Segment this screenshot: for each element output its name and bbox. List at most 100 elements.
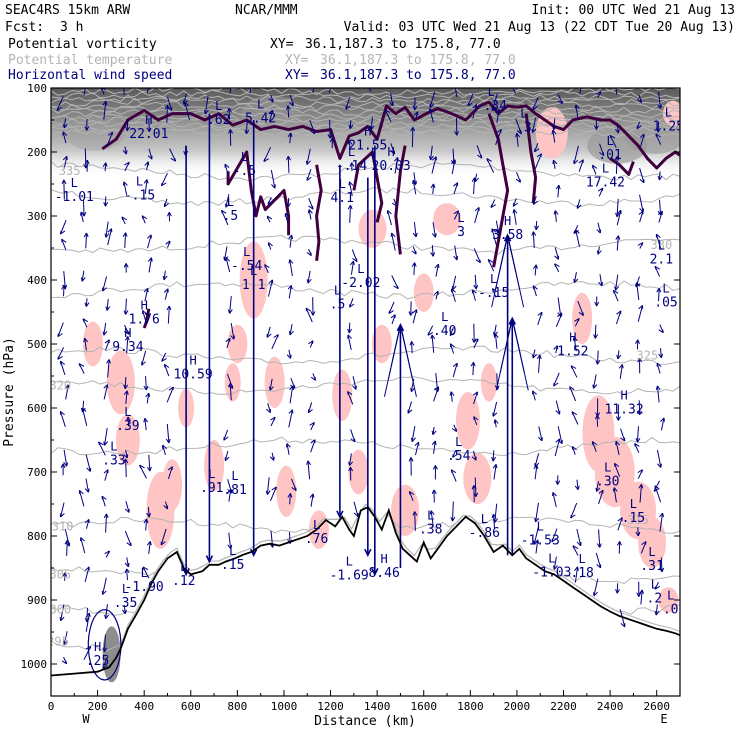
legend-pv-xy-value: 36.1,187.3 to 175.8, 77.0 — [305, 37, 501, 52]
wind-vector — [164, 289, 168, 300]
pv-extremum-type: L — [339, 177, 346, 191]
pv-extremum-type: L — [441, 310, 448, 324]
wind-vector — [413, 222, 417, 237]
wind-vector-head — [128, 563, 129, 567]
wind-vector — [532, 232, 536, 248]
pv-extremum-type: L — [208, 467, 215, 481]
pv-extremum-value: -1.69 — [330, 569, 369, 584]
wind-vector — [82, 408, 87, 426]
theta-contour-label: 310 — [52, 519, 74, 533]
x-tick-label: 1400 — [364, 700, 391, 713]
theta-contour-label: 325 — [637, 349, 659, 363]
pv-extremum-type: L — [667, 589, 674, 603]
pv-extremum-value: .33 — [102, 453, 125, 468]
wind-vector — [474, 248, 480, 262]
wind-vector-head — [561, 313, 562, 316]
wind-vector — [597, 223, 601, 233]
wind-vector — [573, 546, 578, 556]
pv-extremum-type: L — [648, 545, 655, 559]
pv-extremum-value: .3 — [516, 121, 532, 136]
pv-extremum-type: L — [357, 262, 364, 276]
wind-vector — [289, 324, 293, 335]
wind-vector-head — [147, 179, 148, 183]
wind-vector — [639, 211, 643, 222]
wind-vector-head — [663, 513, 664, 517]
wind-vector — [162, 353, 167, 361]
wind-vector-shaft — [473, 362, 474, 375]
wind-vector — [84, 233, 88, 248]
wind-vector — [655, 486, 661, 502]
wind-vector — [307, 271, 311, 283]
wind-vector-shaft — [85, 149, 86, 169]
wind-vector — [391, 233, 395, 250]
wind-vector — [124, 298, 128, 314]
wind-vector — [494, 334, 498, 349]
wind-vector-head — [292, 235, 293, 239]
pv-extremum-type: L — [602, 162, 609, 176]
pv-extremum-type: L — [180, 560, 187, 574]
wind-vector — [79, 490, 84, 506]
theta-contour-label: 295 — [47, 635, 69, 649]
wind-vector — [86, 454, 90, 471]
wind-vector — [596, 351, 600, 365]
wind-vector — [352, 249, 357, 261]
pv-extremum-type: L — [651, 578, 658, 592]
pv-extremum-value: .91 — [200, 481, 223, 496]
wind-vector — [575, 480, 579, 490]
wind-vector — [597, 247, 601, 255]
wind-vector-shaft — [126, 298, 127, 314]
wind-vector — [413, 309, 417, 323]
wind-vector-shaft — [106, 514, 107, 533]
wind-vector-shaft — [412, 341, 413, 353]
wind-vector-shaft — [452, 501, 453, 521]
wind-vector-head — [291, 355, 292, 359]
wind-vector — [613, 290, 618, 301]
pv-extremum-value: 20.03 — [372, 159, 411, 174]
wind-vector — [307, 249, 312, 256]
y-tick-label: 600 — [27, 402, 47, 415]
pv-extremum-type: H — [620, 388, 627, 402]
pv-extremum-type: H — [504, 214, 511, 228]
wind-vector — [350, 298, 354, 307]
wind-vector — [225, 451, 229, 461]
wind-vector — [408, 401, 412, 413]
wind-vector — [597, 529, 601, 547]
wind-vector — [574, 272, 578, 283]
pv-extremum-value: .15 — [221, 558, 244, 573]
wind-vector-head — [615, 76, 618, 80]
pv-extremum-type: H — [381, 552, 388, 566]
wind-vector-head — [252, 77, 253, 81]
pv-low-label: L.05 — [654, 281, 677, 310]
wind-vector — [640, 195, 644, 212]
wind-vector-shaft — [595, 325, 596, 339]
pv-extremum-value: .15 — [622, 511, 645, 526]
pv-extremum-value: -.14 — [336, 159, 367, 174]
pv-extremum-value: 3.58 — [492, 228, 523, 243]
wind-vector-head — [67, 462, 68, 466]
wind-vector-head — [642, 470, 643, 473]
pv-extremum-value: .40 — [433, 324, 456, 339]
wind-vector — [311, 373, 315, 380]
theta-contour-label: 320 — [49, 379, 71, 393]
wind-vector-shaft — [168, 306, 169, 324]
wind-vector — [289, 410, 293, 428]
wind-vector-head — [496, 464, 497, 468]
wind-vector — [391, 315, 395, 324]
pv-high-label: H9.34 — [112, 326, 143, 355]
wind-vector — [659, 325, 664, 333]
wind-vector — [270, 417, 275, 426]
pv-extremum-type: L — [227, 195, 234, 209]
pv-extremum-type: L — [243, 245, 250, 259]
wind-vector — [60, 503, 64, 517]
wind-vector-head — [296, 487, 297, 490]
x-tick-label: 600 — [181, 700, 201, 713]
pv-extremum-value: -1.90 — [125, 580, 164, 595]
pv-extremum-type: H — [145, 113, 152, 127]
wind-vector — [123, 233, 127, 248]
wind-vector — [308, 209, 312, 219]
wind-vector — [102, 496, 106, 506]
wind-vector — [167, 306, 171, 324]
wind-vector — [475, 207, 479, 223]
